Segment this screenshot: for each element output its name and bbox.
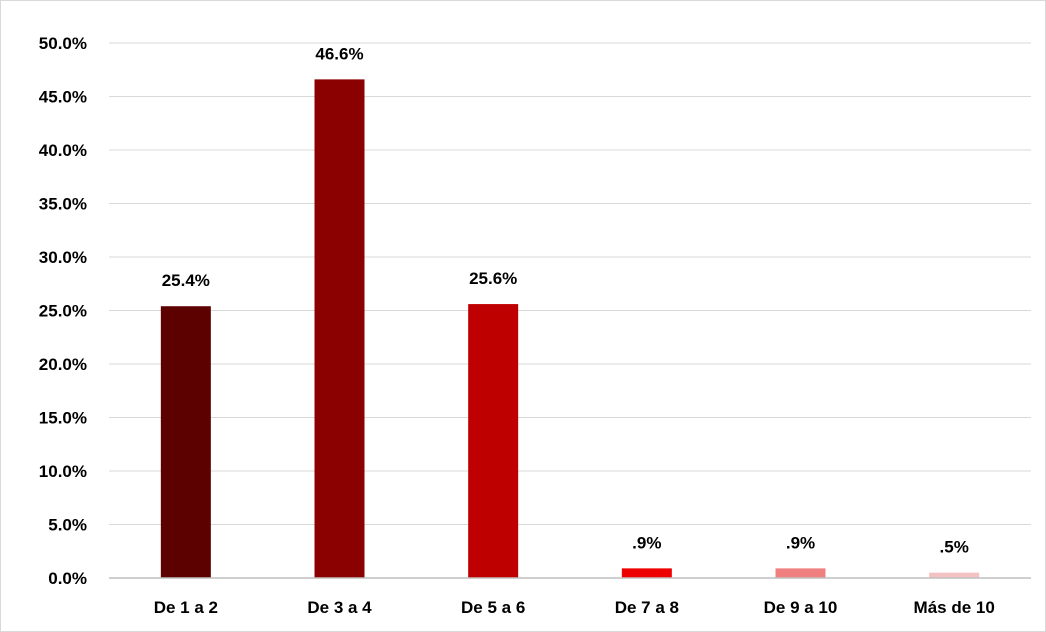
x-category-label: Más de 10 — [914, 598, 995, 617]
data-label: 25.4% — [162, 271, 210, 290]
y-tick-label: 0.0% — [48, 569, 87, 588]
y-tick-label: 35.0% — [39, 195, 87, 214]
data-label: 46.6% — [315, 44, 363, 63]
y-tick-label: 25.0% — [39, 302, 87, 321]
bar — [468, 304, 519, 578]
x-category-label: De 7 a 8 — [615, 598, 679, 617]
y-tick-label: 5.0% — [48, 516, 87, 535]
y-tick-label: 40.0% — [39, 141, 87, 160]
bars — [160, 79, 980, 578]
y-tick-label: 30.0% — [39, 248, 87, 267]
y-tick-label: 10.0% — [39, 462, 87, 481]
bar — [160, 306, 211, 578]
x-category-label: De 5 a 6 — [461, 598, 525, 617]
bar — [621, 568, 672, 578]
y-tick-label: 45.0% — [39, 88, 87, 107]
bar — [775, 568, 826, 578]
bar — [929, 572, 980, 578]
data-label: 25.6% — [469, 269, 517, 288]
x-category-label: De 1 a 2 — [154, 598, 218, 617]
data-label: .9% — [786, 533, 815, 552]
data-label: .9% — [632, 533, 661, 552]
data-label: .5% — [940, 538, 969, 557]
gridlines — [109, 42, 1031, 525]
labels: 0.0% 5.0% 10.0% 15.0% 20.0% 25.0% 30.0% 35.0% 40… — [39, 34, 995, 617]
bar — [314, 79, 365, 578]
y-tick-label: 20.0% — [39, 355, 87, 374]
y-tick-label: 50.0% — [39, 34, 87, 53]
y-tick-label: 15.0% — [39, 409, 87, 428]
x-category-label: De 9 a 10 — [764, 598, 838, 617]
x-category-label: De 3 a 4 — [307, 598, 372, 617]
